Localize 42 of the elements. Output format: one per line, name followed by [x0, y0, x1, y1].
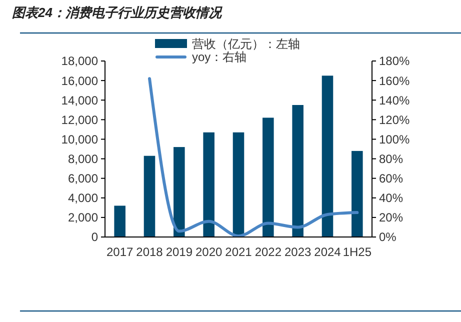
y2-tick-label: 60% — [379, 172, 404, 186]
y-tick-label: 18,000 — [61, 54, 98, 68]
y2-tick-label: 20% — [379, 210, 404, 225]
y-tick-label: 14,000 — [61, 93, 98, 108]
line-series — [148, 77, 359, 238]
legend-label: 营收（亿元）：左轴 — [192, 37, 300, 52]
x-tick-label: 2017 — [106, 245, 134, 259]
y-tick-label: 4,000 — [68, 191, 98, 206]
x-tick-label: 2023 — [284, 245, 312, 259]
x-tick-label: 2018 — [136, 245, 164, 259]
y2-tick-label: 180% — [379, 54, 410, 68]
y-tick-label: 0 — [91, 230, 98, 244]
bar — [322, 76, 334, 237]
x-tick-label: 2020 — [195, 245, 223, 259]
bar — [114, 206, 126, 237]
y2-tick-label: 40% — [379, 191, 404, 206]
x-tick-label: 1H25 — [342, 245, 372, 259]
y-tick-label: 8,000 — [68, 152, 98, 166]
y2-tick-label: 0% — [379, 230, 397, 244]
y-tick-label: 6,000 — [68, 172, 98, 186]
y2-tick-label: 160% — [379, 74, 410, 88]
bar — [144, 156, 156, 237]
x-tick-label: 2021 — [225, 245, 252, 259]
y-tick-label: 16,000 — [61, 74, 98, 88]
chart-title: 图表24：消费电子行业历史营收情况 — [12, 5, 222, 20]
bar — [262, 118, 274, 237]
bar — [352, 150, 363, 237]
y-tick-label: 12,000 — [61, 112, 98, 127]
y2-tick-label: 140% — [379, 93, 410, 108]
y2-tick-label: 100% — [379, 132, 410, 146]
y2-tick-label: 80% — [379, 152, 404, 166]
y-tick-label: 2,000 — [68, 210, 98, 225]
legend-label: yoy：右轴 — [192, 50, 247, 64]
y2-tick-label: 120% — [379, 112, 410, 127]
x-tick-label: 2024 — [314, 245, 342, 259]
y-tick-label: 10,000 — [61, 132, 98, 146]
bar — [292, 105, 304, 237]
bar — [174, 147, 185, 237]
bar — [203, 132, 214, 237]
x-tick-label: 2019 — [166, 245, 193, 259]
bar — [232, 132, 244, 237]
x-tick-label: 2022 — [254, 245, 282, 259]
